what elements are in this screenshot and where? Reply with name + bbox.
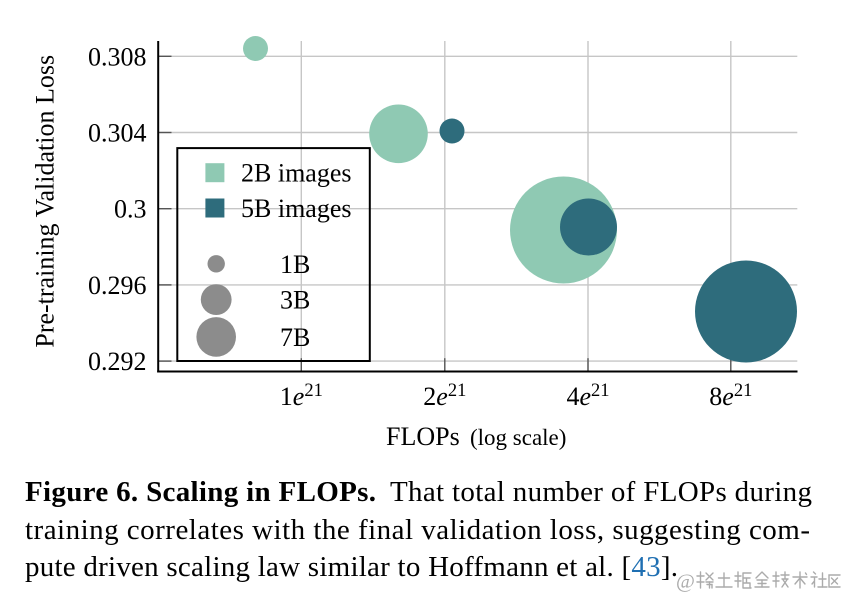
svg-text:pute driven scaling law simila: pute driven scaling law similar to Hoffm… (25, 551, 678, 583)
svg-text:2e21: 2e21 (423, 381, 466, 411)
svg-text:FLOPs: FLOPs (386, 422, 460, 451)
svg-text:8e21: 8e21 (709, 381, 752, 411)
svg-text:1B: 1B (280, 250, 310, 279)
svg-text:(log scale): (log scale) (470, 425, 566, 450)
svg-text:0.3: 0.3 (114, 195, 147, 224)
svg-text:Figure 6. Scaling in FLOPs.: Figure 6. Scaling in FLOPs. (25, 476, 376, 508)
svg-text:@: @ (676, 571, 695, 593)
svg-text:4e21: 4e21 (566, 381, 609, 411)
svg-text:5B images: 5B images (241, 194, 352, 223)
svg-text:1e21: 1e21 (280, 381, 323, 411)
svg-text:That total number of FLOPs dur: That total number of FLOPs during (390, 476, 812, 508)
svg-text:0.308: 0.308 (88, 42, 147, 71)
svg-text:0.304: 0.304 (88, 119, 147, 148)
svg-text:3B: 3B (280, 286, 310, 315)
svg-text:0.292: 0.292 (88, 347, 147, 376)
svg-text:0.296: 0.296 (88, 271, 147, 300)
svg-text:training correlates with the f: training correlates with the final valid… (25, 514, 810, 546)
svg-text:Pre-training Validation Loss: Pre-training Validation Loss (31, 55, 60, 348)
svg-text:2B images: 2B images (241, 159, 352, 188)
svg-text:7B: 7B (280, 323, 310, 352)
